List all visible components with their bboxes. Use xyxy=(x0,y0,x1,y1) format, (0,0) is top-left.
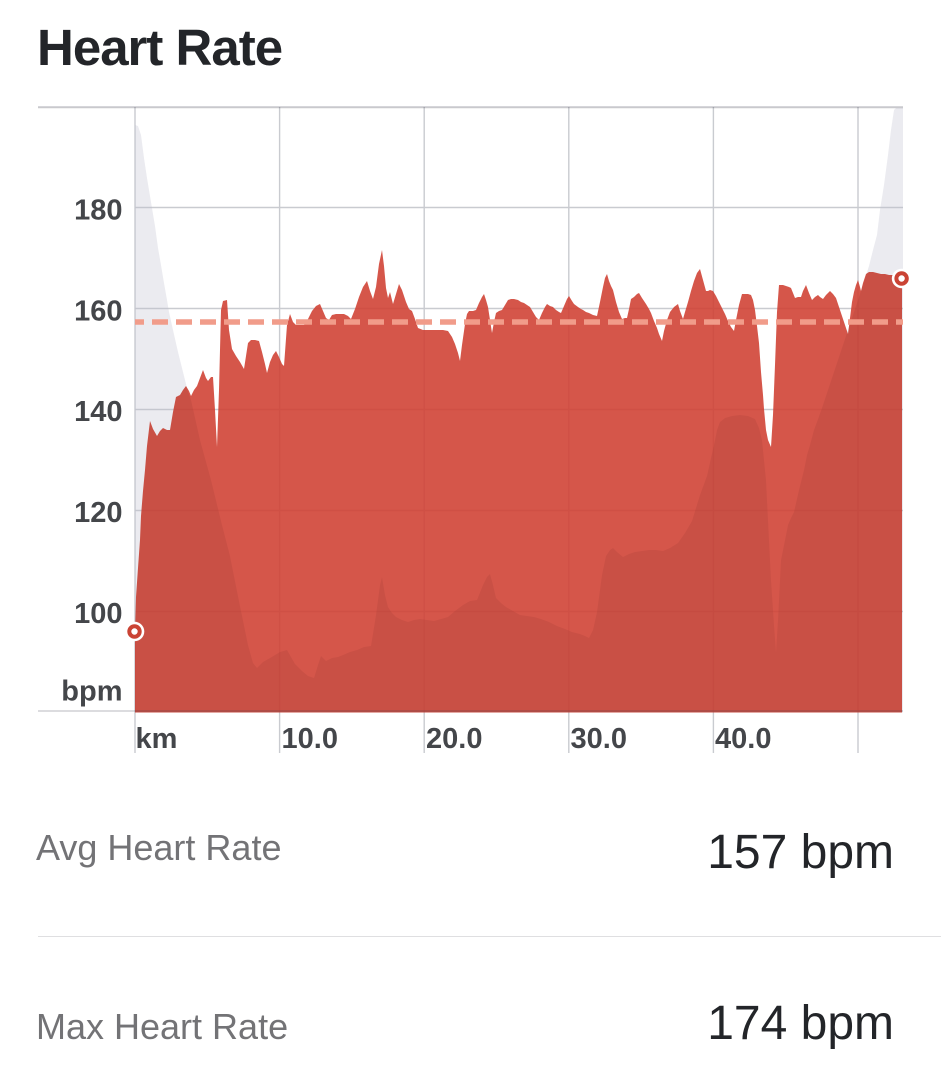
svg-text:30.0: 30.0 xyxy=(571,723,627,755)
svg-text:160: 160 xyxy=(74,296,122,328)
svg-text:180: 180 xyxy=(74,195,122,227)
svg-text:120: 120 xyxy=(74,497,122,529)
svg-text:100: 100 xyxy=(74,598,122,630)
svg-text:40.0: 40.0 xyxy=(715,723,771,755)
svg-text:20.0: 20.0 xyxy=(426,723,482,755)
svg-text:140: 140 xyxy=(74,396,122,428)
svg-text:bpm: bpm xyxy=(61,676,122,708)
svg-text:10.0: 10.0 xyxy=(282,723,338,755)
svg-text:km: km xyxy=(136,723,178,755)
